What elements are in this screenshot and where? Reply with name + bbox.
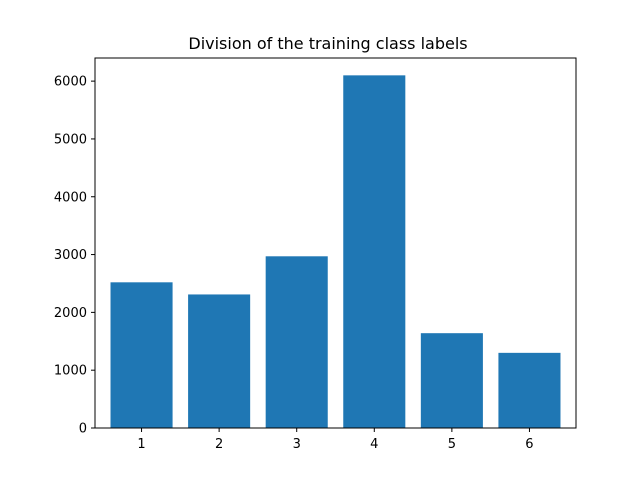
y-tick-label: 4000 bbox=[54, 190, 87, 205]
bar-3 bbox=[265, 256, 328, 428]
y-tick-label: 5000 bbox=[54, 132, 87, 147]
y-tick-label: 0 bbox=[79, 422, 87, 437]
x-tick-label: 2 bbox=[215, 437, 223, 452]
y-axis: 0 1000 2000 3000 4000 5000 6000 bbox=[54, 75, 95, 437]
y-tick-label: 3000 bbox=[54, 248, 87, 263]
bar-1 bbox=[110, 282, 173, 428]
chart-title: Division of the training class labels bbox=[188, 34, 467, 53]
x-tick-label: 1 bbox=[137, 437, 145, 452]
y-tick-label: 6000 bbox=[54, 75, 87, 90]
x-tick-label: 4 bbox=[370, 437, 378, 452]
x-tick-label: 6 bbox=[525, 437, 533, 452]
bar-6 bbox=[498, 352, 561, 428]
plot-frame bbox=[94, 57, 577, 429]
y-tick-label: 2000 bbox=[54, 306, 87, 321]
x-axis: 1 2 3 4 5 6 bbox=[137, 428, 534, 452]
y-tick-label: 1000 bbox=[54, 364, 87, 379]
x-tick-label: 3 bbox=[293, 437, 301, 452]
bar-4 bbox=[343, 75, 406, 428]
bars-layer bbox=[110, 75, 561, 428]
x-tick-label: 5 bbox=[448, 437, 456, 452]
bar-2 bbox=[188, 294, 251, 428]
bar-5 bbox=[420, 333, 483, 428]
